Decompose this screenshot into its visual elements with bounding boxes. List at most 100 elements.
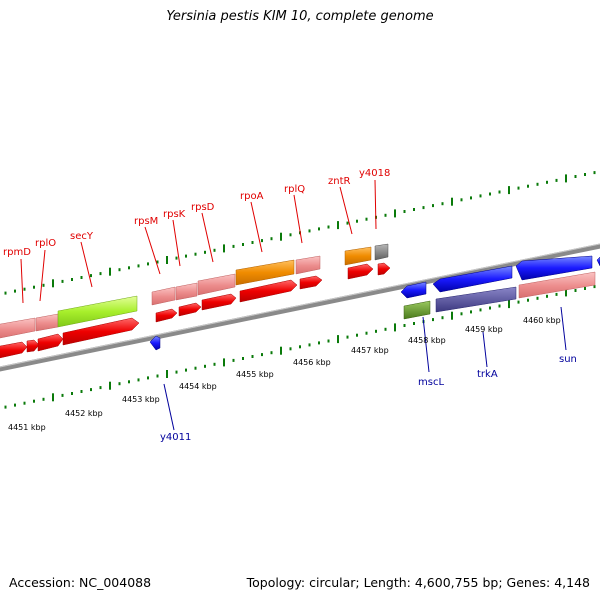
gene-arrow-rpsM[interactable] [155, 308, 178, 323]
gene-rpsM[interactable] [151, 286, 176, 306]
label-mscL[interactable]: mscL [418, 377, 444, 388]
minor-tick [90, 388, 92, 392]
gene-arrow-rpsD[interactable] [201, 293, 237, 311]
minor-tick [308, 229, 311, 233]
leader-rpsM [144, 226, 161, 275]
minor-tick [213, 248, 216, 252]
minor-tick [14, 289, 16, 293]
gene-arrow-y4018[interactable] [377, 262, 391, 276]
label-rpoA[interactable]: rpoA [240, 191, 264, 202]
minor-tick [365, 331, 368, 335]
label-rplQ[interactable]: rplQ [284, 184, 305, 195]
minor-tick [175, 370, 178, 374]
gene-arrow-mscL-region[interactable] [400, 281, 427, 299]
gene-arrow-y4011[interactable] [149, 335, 161, 351]
leader-rplO [39, 249, 46, 302]
minor-tick [204, 364, 206, 368]
label-y4011[interactable]: y4011 [160, 432, 191, 443]
gene-arrow-rpmD[interactable] [0, 341, 28, 359]
gene-arrow-sun-region[interactable] [515, 255, 593, 281]
label-y4018[interactable]: y4018 [359, 168, 390, 179]
minor-tick [61, 393, 64, 397]
major-tick [508, 186, 510, 195]
scale-label: 4455 kbp [236, 370, 274, 379]
minor-tick [232, 244, 235, 248]
minor-tick [498, 304, 501, 308]
gene-zntR[interactable] [344, 246, 372, 266]
label-trkA[interactable]: trkA [477, 369, 498, 380]
minor-tick [527, 184, 529, 188]
minor-tick [536, 182, 539, 186]
major-tick [109, 381, 111, 390]
minor-tick [489, 306, 491, 310]
minor-tick [356, 219, 358, 223]
minor-tick [194, 366, 197, 370]
minor-tick [204, 250, 206, 254]
gene-rpoA[interactable] [235, 259, 295, 286]
minor-tick [71, 392, 73, 395]
gene-rpsD[interactable] [197, 273, 236, 296]
minor-tick [118, 268, 121, 272]
scale-label: 4452 kbp [65, 409, 103, 418]
forward-strand-inner [0, 262, 391, 359]
label-rplO[interactable]: rplO [35, 238, 56, 249]
gene-y4018[interactable] [374, 243, 389, 261]
gene-arrow-trkA-region[interactable] [432, 265, 513, 293]
gene-rpsK[interactable] [175, 282, 198, 301]
label-rpsD[interactable]: rpsD [191, 202, 215, 213]
minor-tick [261, 353, 263, 357]
map-title: Yersinia pestis KIM 10, complete genome [166, 9, 434, 24]
gene-rplQ[interactable] [295, 255, 321, 275]
gene-arrow-rplO[interactable] [26, 339, 40, 353]
label-zntR[interactable]: zntR [328, 176, 351, 187]
minor-tick [479, 194, 482, 198]
scale-label: 4457 kbp [351, 346, 389, 355]
minor-tick [118, 382, 121, 386]
gene-arrow-rpsK[interactable] [178, 302, 202, 317]
minor-tick [403, 324, 406, 327]
gene-arrow-zntR[interactable] [347, 263, 374, 280]
minor-tick [574, 289, 577, 292]
gene-arrow-rpoA[interactable] [239, 279, 298, 303]
minor-tick [270, 237, 273, 241]
minor-tick [251, 355, 254, 358]
scale-label: 4454 kbp [179, 382, 217, 391]
label-secY[interactable]: secY [70, 231, 94, 242]
gene-rplO[interactable] [35, 313, 59, 332]
gene-trkA[interactable] [435, 286, 517, 313]
minor-tick [42, 397, 45, 401]
label-rpsK[interactable]: rpsK [163, 209, 186, 220]
gene-arrow-secY[interactable] [62, 317, 140, 346]
minor-tick [90, 274, 92, 278]
minor-tick [327, 339, 330, 343]
minor-tick [42, 283, 45, 287]
minor-tick [137, 264, 140, 268]
bottom-gene-labels: y4011 mscL trkA sun [160, 354, 577, 443]
gene-mscL[interactable] [403, 300, 431, 320]
forward-strand-outer [0, 243, 389, 339]
gene-sun[interactable] [518, 271, 596, 299]
gene-secY[interactable] [57, 295, 138, 328]
gene-arrow-edge[interactable] [596, 256, 600, 267]
major-tick [52, 393, 54, 402]
minor-tick [23, 401, 26, 405]
minor-tick [80, 276, 83, 279]
major-tick [451, 197, 453, 206]
minor-tick [4, 291, 7, 295]
gene-rpmD[interactable] [0, 317, 36, 339]
gene-arrow-rplQ[interactable] [299, 275, 323, 290]
major-tick [166, 370, 168, 378]
minor-tick [384, 213, 387, 217]
leader-rplQ [293, 194, 303, 244]
major-tick [394, 323, 396, 332]
label-rpsM[interactable]: rpsM [134, 216, 158, 227]
minor-tick [470, 310, 472, 314]
gene-arrow-rplO-2[interactable] [37, 333, 64, 352]
minor-tick [23, 287, 26, 291]
minor-tick [593, 285, 596, 289]
label-sun[interactable]: sun [559, 354, 577, 365]
label-rpmD[interactable]: rpmD [3, 247, 31, 258]
scale-label: 4459 kbp [465, 325, 503, 334]
minor-tick [137, 378, 140, 382]
